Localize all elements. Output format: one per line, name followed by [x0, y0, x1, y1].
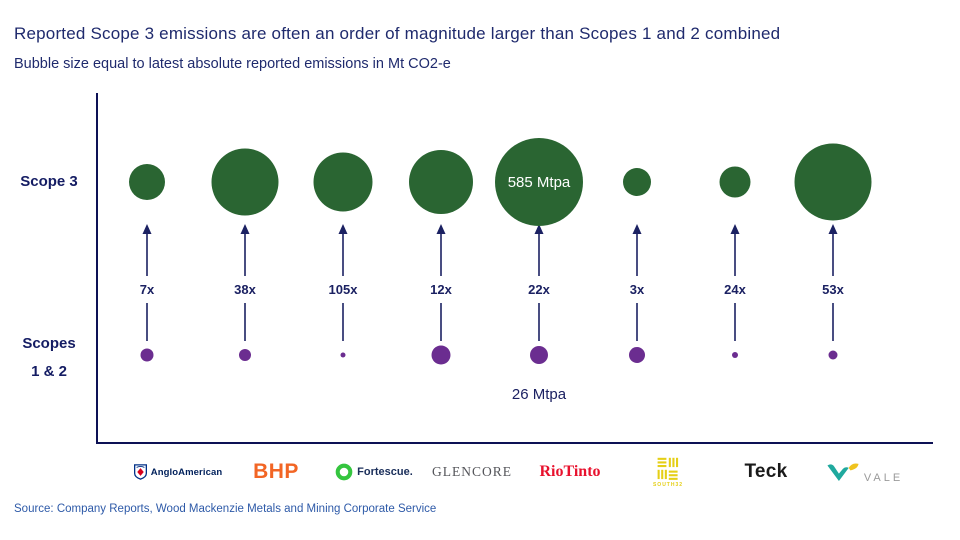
scope12-bubble-0	[140, 348, 154, 362]
multiplier-label-4: 22x	[528, 282, 550, 297]
scope12-bubble-3	[431, 345, 451, 365]
scope12-bubble-1	[239, 349, 251, 361]
ratio-arrow-head	[338, 224, 348, 234]
axis-label-scopes-line2: 1 & 2	[31, 363, 67, 380]
scope3-bubble-3	[409, 150, 473, 214]
scope3-bubble-6	[719, 166, 751, 198]
bhp-wordmark: BHP	[253, 460, 299, 483]
rio-tinto-wordmark: RioTinto	[539, 463, 601, 480]
ratio-arrow-head	[142, 224, 152, 234]
teck-wordmark: Teck	[744, 461, 788, 482]
logo-fortescue: Fortescue.	[325, 450, 423, 494]
company-logo-row: AngloAmerican BHP Fortescue. GLENCORE Ri…	[129, 450, 913, 494]
multiplier-label-7: 53x	[822, 282, 844, 297]
glencore-wordmark: GLENCORE	[432, 464, 512, 479]
logo-anglo-american: AngloAmerican	[129, 450, 227, 494]
scope12-bubble-5	[629, 347, 645, 363]
multiplier-label-6: 24x	[724, 282, 746, 297]
multiplier-label-5: 3x	[630, 282, 645, 297]
multiplier-label-2: 105x	[329, 282, 359, 297]
logo-south32: SOUTH32	[619, 450, 717, 494]
source-note: Source: Company Reports, Wood Mackenzie …	[14, 503, 437, 515]
scope3-bubble-2	[313, 152, 373, 212]
logo-glencore: GLENCORE	[423, 450, 521, 494]
axis-label-scopes-line1: Scopes	[22, 335, 76, 352]
logo-vale: VALE	[815, 450, 913, 494]
chart-title: Reported Scope 3 emissions are often an …	[14, 24, 781, 43]
scope12-bubble-4	[530, 346, 548, 364]
ratio-arrow-head	[730, 224, 740, 234]
axis-label-scopes-1-2: Scopes 1 & 2	[6, 330, 92, 386]
anglo-american-wordmark: AngloAmerican	[150, 466, 223, 478]
ratio-arrow-head	[534, 224, 544, 234]
south32-wordmark: SOUTH32	[652, 481, 684, 488]
logo-bhp: BHP	[227, 450, 325, 494]
scope3-bubble-0	[129, 164, 165, 200]
chart-subtitle: Bubble size equal to latest absolute rep…	[14, 56, 451, 72]
logo-rio-tinto: RioTinto	[521, 450, 619, 494]
anglo-american-shield-icon	[133, 464, 147, 480]
axis-label-scope3: Scope 3	[20, 173, 78, 190]
scope12-bubble-6	[732, 352, 738, 358]
scope3-bubble-1	[211, 148, 279, 216]
scope3-bubble-4	[495, 138, 583, 226]
multiplier-label-1: 38x	[234, 282, 256, 297]
ratio-arrow-head	[436, 224, 446, 234]
ratio-arrow-head	[632, 224, 642, 234]
multiplier-label-0: 7x	[140, 282, 155, 297]
scope12-bubble-7	[828, 350, 838, 360]
logo-teck: Teck	[717, 450, 815, 494]
scope3-bubble-5	[623, 168, 651, 196]
annotation-below-scope12: 26 Mtpa	[512, 386, 567, 403]
annotation-inside-scope3: 585 Mtpa	[508, 174, 571, 191]
ratio-arrow-head	[240, 224, 250, 234]
fortescue-ring-icon	[335, 463, 353, 481]
vale-v-icon	[827, 463, 859, 481]
scope3-bubble-7	[794, 143, 872, 221]
fortescue-wordmark: Fortescue.	[357, 466, 413, 478]
vale-wordmark: VALE	[863, 472, 904, 484]
scope12-bubble-2	[340, 352, 346, 358]
south32-bars-icon	[657, 457, 679, 480]
multiplier-label-3: 12x	[430, 282, 452, 297]
ratio-arrow-head	[828, 224, 838, 234]
